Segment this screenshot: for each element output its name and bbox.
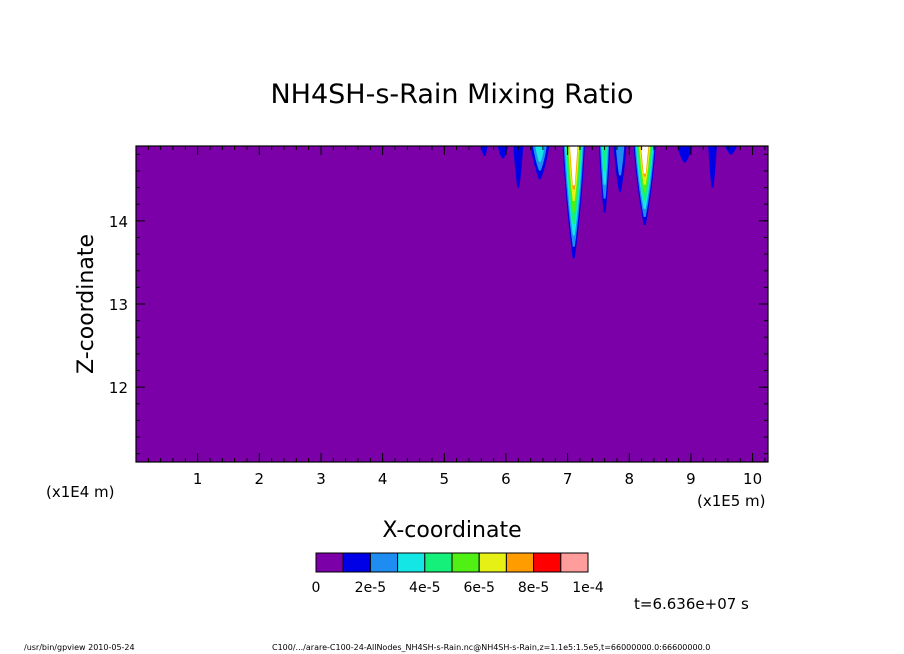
- x-tick-label-3: 3: [316, 470, 326, 488]
- plume-0: [481, 146, 488, 156]
- colorbar-label-4: 8e-5: [518, 580, 549, 596]
- colorbar-swatch-0: [315, 552, 344, 573]
- x-tick-label-10: 10: [743, 470, 762, 488]
- plume-8: [677, 146, 693, 163]
- colorbar: [315, 552, 589, 573]
- plume-7: [633, 146, 656, 225]
- plume-0-contour-1: [481, 146, 488, 156]
- plume-layer: [481, 146, 737, 259]
- footer-right: C100/.../arare-C100-24-AllNodes_NH4SH-s-…: [272, 643, 711, 652]
- x-axis-label: X-coordinate: [382, 518, 521, 543]
- plume-5: [598, 146, 611, 213]
- colorbar-label-0: 0: [312, 580, 321, 596]
- colorbar-swatch-1: [342, 552, 371, 573]
- y-tick-label-13: 13: [109, 296, 128, 314]
- colorbar-labels: 0 2e-5 4e-5 6e-5 8e-5 1e-4: [312, 580, 604, 596]
- y-tick-label-14: 14: [109, 213, 128, 231]
- plume-7-core: [640, 146, 649, 174]
- colorbar-label-2: 4e-5: [409, 580, 440, 596]
- y-axis-ticks: 12 13 14: [109, 153, 768, 455]
- plume-3: [530, 146, 550, 180]
- plume-4-core: [569, 146, 578, 186]
- colorbar-swatch-3: [397, 552, 426, 573]
- colorbar-label-5: 1e-4: [572, 580, 604, 596]
- y-tick-label-12: 12: [109, 379, 128, 397]
- colorbar-swatch-8: [533, 552, 562, 573]
- plume-2: [513, 146, 524, 188]
- footer-left: /usr/bin/gpview 2010-05-24: [24, 643, 135, 652]
- chart-title: NH4SH-s-Rain Mixing Ratio: [270, 79, 633, 110]
- x-tick-label-6: 6: [501, 470, 511, 488]
- plot-area: [136, 146, 768, 462]
- colorbar-swatch-2: [369, 552, 399, 573]
- x-tick-label-8: 8: [624, 470, 634, 488]
- y-scale-label: (x1E4 m): [46, 483, 115, 501]
- x-axis-ticks: 1 2 3 4 5 6 7 8 9 10: [135, 146, 766, 488]
- plume-9-contour-1: [708, 146, 717, 188]
- plume-8-contour-1: [677, 146, 693, 163]
- x-tick-label-2: 2: [255, 470, 265, 488]
- x-scale-label: (x1E5 m): [697, 492, 766, 510]
- x-tick-label-7: 7: [563, 470, 573, 488]
- x-tick-label-4: 4: [378, 470, 388, 488]
- colorbar-label-1: 2e-5: [355, 580, 386, 596]
- plume-4: [562, 146, 585, 259]
- plume-6-contour-2: [615, 146, 625, 176]
- plot-background-field: [136, 146, 768, 462]
- plume-5-contour-4: [602, 146, 607, 171]
- colorbar-swatch-9: [560, 552, 589, 573]
- x-tick-label-9: 9: [686, 470, 696, 488]
- x-tick-label-1: 1: [193, 470, 203, 488]
- colorbar-label-3: 6e-5: [463, 580, 494, 596]
- colorbar-swatch-7: [505, 552, 535, 573]
- time-label: t=6.636e+07 s: [634, 595, 749, 613]
- x-tick-label-5: 5: [440, 470, 450, 488]
- plume-3-contour-3: [535, 146, 545, 162]
- colorbar-swatch-5: [451, 552, 480, 573]
- colorbar-swatch-6: [478, 552, 507, 573]
- plume-2-contour-1: [513, 146, 524, 188]
- y-axis-label: Z-coordinate: [74, 234, 99, 374]
- plume-6: [613, 146, 627, 192]
- plume-9: [708, 146, 717, 188]
- colorbar-swatch-4: [424, 552, 453, 573]
